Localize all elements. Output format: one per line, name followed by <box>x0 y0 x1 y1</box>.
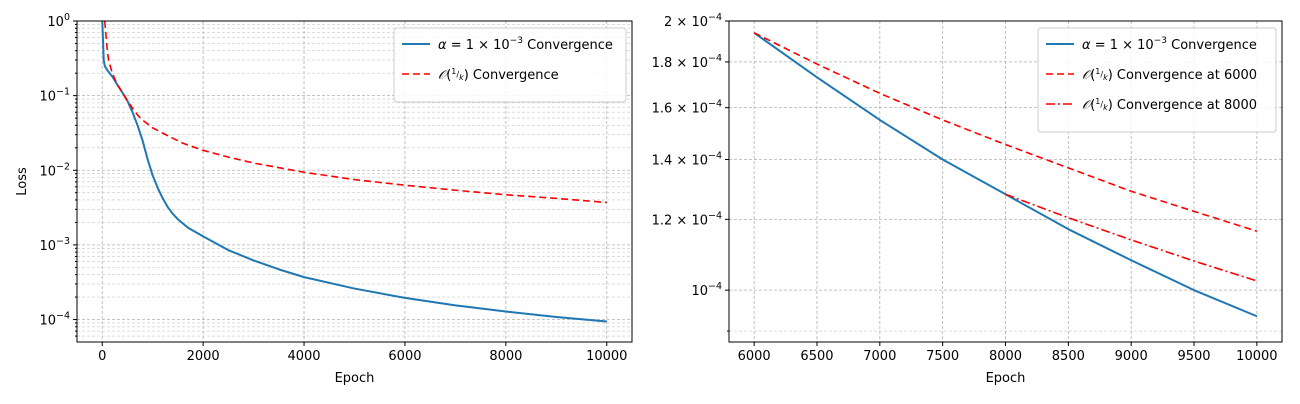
series-group <box>101 21 607 323</box>
x-tick-label: 10000 <box>586 349 627 364</box>
y-tick-label: 2 × 10−4 <box>664 12 722 30</box>
x-tick-label: 9000 <box>1115 349 1148 364</box>
x-axis-label: Epoch <box>986 371 1026 386</box>
x-tick-label: 4000 <box>287 349 320 364</box>
chart-1: 0 2000 4000 6000 8000 10000 10−4 10−3 10−2 10−1 10… <box>15 12 633 386</box>
series-line-2 <box>753 32 1258 232</box>
x-tick-label: 6000 <box>388 349 421 364</box>
legend-label: α = 1 × 10−3 Convergence <box>1082 36 1257 53</box>
y-tick-label: 10−1 <box>39 87 70 105</box>
x-tick-label: 9500 <box>1177 349 1210 364</box>
x-tick-label: 8000 <box>989 349 1022 364</box>
chart-2: 6000 6500 7000 7500 8000 8500 9000 9500 10000 10−… <box>652 12 1283 386</box>
x-axis-label: Epoch <box>335 371 375 386</box>
x-tick-label: 6500 <box>800 349 833 364</box>
legend: α = 1 × 10−3 Convergence 𝒪(1/k) Convergen… <box>1037 27 1277 133</box>
y-tick-label: 1.8 × 10−4 <box>652 53 722 71</box>
x-tick-label: 6000 <box>738 349 771 364</box>
grid <box>77 20 632 342</box>
legend-label: α = 1 × 10−3 Convergence <box>438 36 613 53</box>
legend-label: 𝒪(1/k) Convergence at 8000 <box>1082 97 1257 113</box>
x-tick-label: 7500 <box>926 349 959 364</box>
series-line-2 <box>103 21 607 204</box>
y-tick-label: 1.4 × 10−4 <box>652 150 722 168</box>
y-tick-label: 100 <box>47 12 70 30</box>
legend-label: 𝒪(1/k) Convergence <box>438 67 559 83</box>
legend-box <box>393 27 627 103</box>
x-tick-label: 8000 <box>489 349 522 364</box>
legend-box <box>1037 27 1277 133</box>
y-axis-label: Loss <box>15 167 30 196</box>
y-tick-label: 10−4 <box>39 311 70 329</box>
y-tick-label: 1.6 × 10−4 <box>652 99 722 117</box>
x-tick-label: 7000 <box>863 349 896 364</box>
series-line-3 <box>1005 193 1258 282</box>
x-tick-label: 10000 <box>1236 349 1277 364</box>
x-tick-label: 2000 <box>187 349 220 364</box>
legend: α = 1 × 10−3 Convergence 𝒪(1/k) Convergen… <box>393 27 627 103</box>
y-tick-label: 10−2 <box>39 161 70 179</box>
x-tick-label: 8500 <box>1052 349 1085 364</box>
y-tick-label: 10−3 <box>39 236 70 254</box>
x-tick-label: 0 <box>98 349 106 364</box>
y-tick-label: 10−4 <box>691 281 722 299</box>
series-group <box>753 32 1258 318</box>
legend-label: 𝒪(1/k) Convergence at 6000 <box>1082 67 1257 83</box>
y-tick-label: 1.2 × 10−4 <box>652 210 722 228</box>
series-line-1 <box>101 21 607 323</box>
